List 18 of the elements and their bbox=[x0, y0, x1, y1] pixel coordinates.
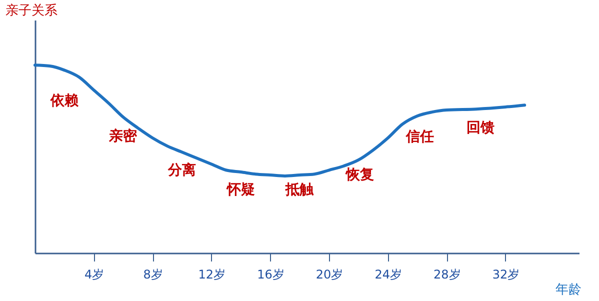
annotation: 怀疑 bbox=[226, 182, 255, 198]
x-tick-label: 24岁 bbox=[374, 268, 402, 282]
annotation: 抵触 bbox=[284, 182, 315, 198]
annotation: 信任 bbox=[405, 129, 434, 146]
annotation: 依赖 bbox=[49, 92, 78, 109]
annotation: 回馈 bbox=[466, 120, 494, 136]
annotation: 恢复 bbox=[344, 167, 374, 184]
x-tick-label: 4岁 bbox=[84, 268, 104, 282]
x-tick-label: 28岁 bbox=[434, 268, 461, 282]
x-tick-label: 32岁 bbox=[492, 268, 520, 282]
annotation: 亲密 bbox=[108, 128, 138, 144]
x-tick-label: 20岁 bbox=[316, 268, 344, 282]
annotation: 分离 bbox=[167, 161, 196, 178]
x-tick-label: 16岁 bbox=[257, 268, 284, 282]
x-axis-title: 年龄 bbox=[556, 282, 582, 298]
x-tick-label: 12岁 bbox=[198, 268, 226, 282]
y-axis-title: 亲子关系 bbox=[6, 4, 58, 18]
x-tick-label: 8岁 bbox=[143, 268, 163, 282]
